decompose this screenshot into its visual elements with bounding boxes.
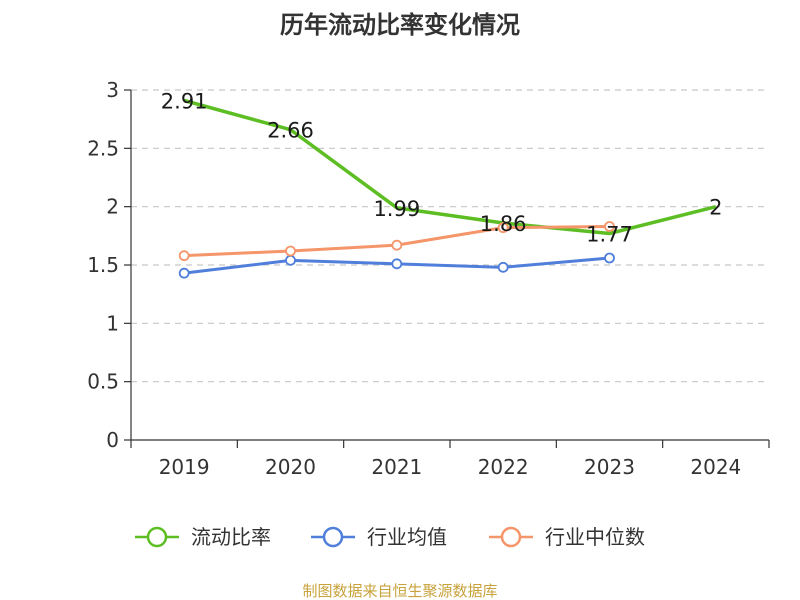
y-tick-label: 1: [106, 311, 119, 335]
x-tick-label: 2022: [478, 455, 529, 479]
grid-lines: [131, 89, 769, 383]
data-label: 2: [709, 196, 722, 220]
legend-marker: [322, 526, 344, 548]
data-labels: 2.91 2.66 1.99 1.86 1.77 2: [161, 90, 723, 247]
series-point-1: [391, 258, 403, 270]
legend-marker: [500, 526, 522, 548]
y-tick-label: 3: [106, 78, 119, 102]
series-point-2: [604, 221, 615, 232]
axes: 0 0.5 1 1.5 2 2.5 3 2019 2020 2021 2022 2023 2024: [87, 78, 770, 479]
series-point-2: [497, 222, 509, 234]
x-tick-label: 2021: [371, 455, 422, 479]
y-tick-label: 0: [106, 428, 119, 452]
x-tick-label: 2024: [690, 455, 741, 479]
legend[interactable]: 流动比率 行业均值 行业中位数: [135, 525, 645, 549]
data-label: 1.77: [586, 223, 633, 247]
series-point-2: [285, 245, 296, 257]
legend-marker: [146, 526, 168, 548]
y-tick-label: 1.5: [87, 253, 119, 277]
series-line-0: [183, 98, 717, 236]
y-tick-label: 2: [106, 195, 119, 219]
data-label: 2.66: [267, 119, 314, 143]
data-label: 2.91: [161, 90, 208, 114]
legend-label: 行业均值: [367, 525, 447, 549]
legend-item-2[interactable]: 行业中位数: [489, 525, 645, 549]
data-label: 1.86: [480, 212, 527, 236]
legend-label: 流动比率: [191, 525, 271, 549]
series-point-2: [391, 239, 403, 251]
legend-item-0[interactable]: 流动比率: [135, 525, 271, 549]
series-point-1: [178, 267, 190, 279]
series-point-2: [178, 250, 190, 262]
source-note: 制图数据来自恒生聚源数据库: [302, 582, 497, 600]
x-tick-label: 2020: [265, 455, 316, 479]
y-tick-label: 2.5: [87, 136, 119, 160]
legend-label: 行业中位数: [545, 525, 645, 549]
series-point-1: [497, 261, 509, 273]
series-point-1: [285, 254, 296, 266]
x-tick-label: 2023: [584, 455, 635, 479]
series-point-1: [604, 252, 615, 264]
data-label: 1.99: [373, 197, 420, 221]
series-group: [178, 98, 717, 279]
x-tick-label: 2019: [159, 455, 210, 479]
legend-item-1[interactable]: 行业均值: [311, 525, 447, 549]
chart-title: 历年流动比率变化情况: [280, 11, 520, 39]
y-tick-label: 0.5: [87, 370, 119, 394]
